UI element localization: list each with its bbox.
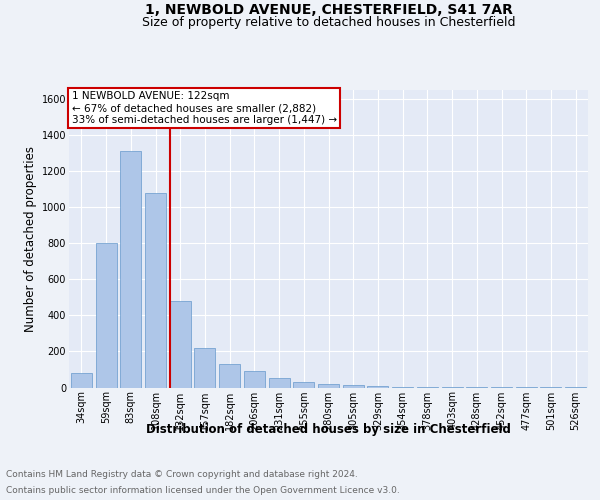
Bar <box>392 386 413 388</box>
Bar <box>269 378 290 388</box>
Text: Contains public sector information licensed under the Open Government Licence v3: Contains public sector information licen… <box>6 486 400 495</box>
Bar <box>244 372 265 388</box>
Bar <box>71 373 92 388</box>
Bar <box>170 301 191 388</box>
Bar <box>516 387 537 388</box>
Bar <box>442 387 463 388</box>
Bar <box>194 348 215 388</box>
Bar <box>466 387 487 388</box>
Bar <box>219 364 240 388</box>
Text: Distribution of detached houses by size in Chesterfield: Distribution of detached houses by size … <box>146 422 511 436</box>
Bar <box>293 382 314 388</box>
Text: Size of property relative to detached houses in Chesterfield: Size of property relative to detached ho… <box>142 16 515 29</box>
Bar <box>95 244 116 388</box>
Bar <box>491 387 512 388</box>
Bar <box>343 386 364 388</box>
Bar <box>120 152 141 388</box>
Bar <box>367 386 388 388</box>
Bar <box>318 384 339 388</box>
Bar <box>417 387 438 388</box>
Bar <box>541 387 562 388</box>
Bar <box>145 193 166 388</box>
Bar <box>565 387 586 388</box>
Y-axis label: Number of detached properties: Number of detached properties <box>25 146 37 332</box>
Text: 1, NEWBOLD AVENUE, CHESTERFIELD, S41 7AR: 1, NEWBOLD AVENUE, CHESTERFIELD, S41 7AR <box>145 2 513 16</box>
Text: 1 NEWBOLD AVENUE: 122sqm
← 67% of detached houses are smaller (2,882)
33% of sem: 1 NEWBOLD AVENUE: 122sqm ← 67% of detach… <box>71 92 337 124</box>
Text: Contains HM Land Registry data © Crown copyright and database right 2024.: Contains HM Land Registry data © Crown c… <box>6 470 358 479</box>
